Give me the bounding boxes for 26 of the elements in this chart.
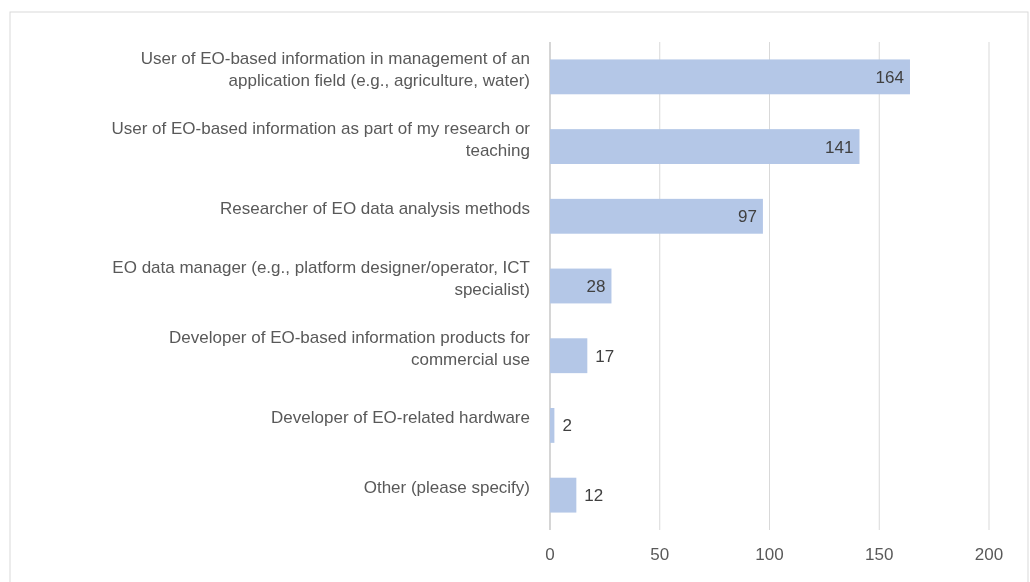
data-label: 141 xyxy=(825,137,854,157)
y-tick-label: Other (please specify) xyxy=(363,478,530,498)
y-tick-label: EO data manager (e.g., platform designer/operator, ICT specialist) xyxy=(112,257,530,300)
x-tick-label: 50 xyxy=(650,545,670,564)
x-tick-label: 150 xyxy=(865,545,894,564)
data-label: 97 xyxy=(737,207,757,227)
bar xyxy=(550,59,910,95)
data-label: 28 xyxy=(586,277,606,296)
bar xyxy=(550,408,555,443)
y-tick-label: User of EO-based information in management of an application field (e.g., agriculture, water) xyxy=(140,48,530,90)
data-label: 12 xyxy=(584,486,604,506)
y-tick-label: User of EO-based information as part of my research or teaching xyxy=(111,118,531,160)
y-tick-label: Developer of EO-based information products for commercial use xyxy=(169,327,531,369)
y-tick-label: Researcher of EO data analysis methods xyxy=(220,199,530,219)
data-label: 2 xyxy=(562,416,572,436)
x-tick-label: 0 xyxy=(545,545,555,564)
y-tick-label: Developer of EO-related hardware xyxy=(271,408,530,428)
bar xyxy=(550,338,588,374)
x-tick-label: 100 xyxy=(755,545,784,564)
bar xyxy=(550,477,577,513)
bar xyxy=(550,268,612,304)
bar xyxy=(550,198,763,234)
x-tick-label: 200 xyxy=(974,545,1004,564)
bar xyxy=(550,129,860,164)
data-label: 17 xyxy=(595,346,615,366)
data-label: 164 xyxy=(875,67,904,87)
